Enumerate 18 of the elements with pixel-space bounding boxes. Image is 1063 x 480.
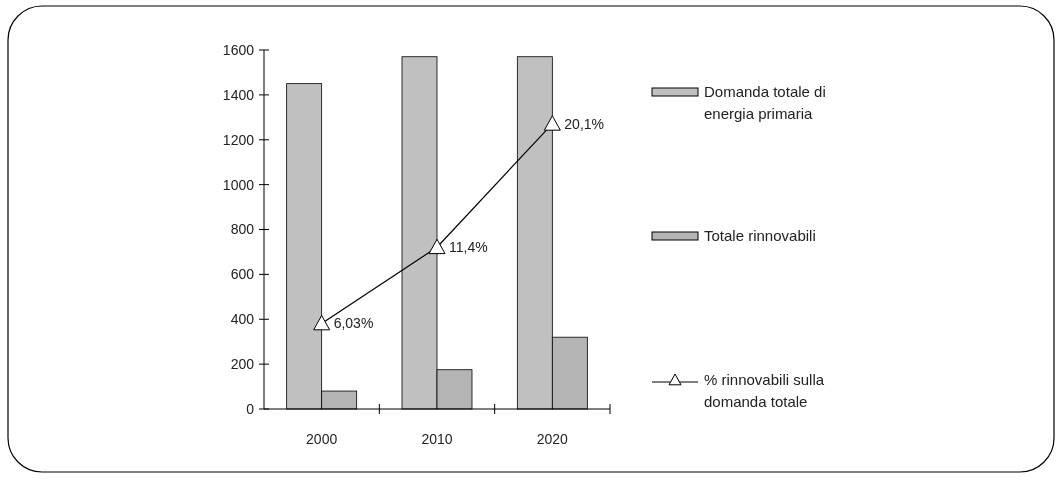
y-tick-label: 1600	[222, 41, 255, 58]
y-tick-label: 0	[246, 400, 255, 417]
y-tick-label: 1000	[222, 176, 255, 193]
data-label: 11,4%	[449, 239, 488, 256]
legend-label: % rinnovabili sulla domanda totale	[704, 371, 825, 410]
y-tick-label: 800	[230, 221, 255, 238]
legend-label: Totale rinnovabili	[704, 227, 816, 244]
x-tick-label: 2020	[536, 431, 569, 447]
x-tick-label: 2010	[421, 431, 453, 447]
y-tick-label: 200	[230, 356, 255, 373]
x-tick-label: 2000	[306, 431, 338, 447]
y-tick-label: 1400	[222, 86, 255, 103]
data-label: 6,03%	[333, 315, 374, 332]
y-tick-label: 1200	[222, 131, 255, 148]
y-tick-label: 600	[230, 266, 255, 283]
legend-label: Domanda totale di energia primaria	[704, 83, 826, 122]
data-label: 20,1%	[564, 115, 605, 132]
y-tick-label: 400	[230, 311, 255, 328]
